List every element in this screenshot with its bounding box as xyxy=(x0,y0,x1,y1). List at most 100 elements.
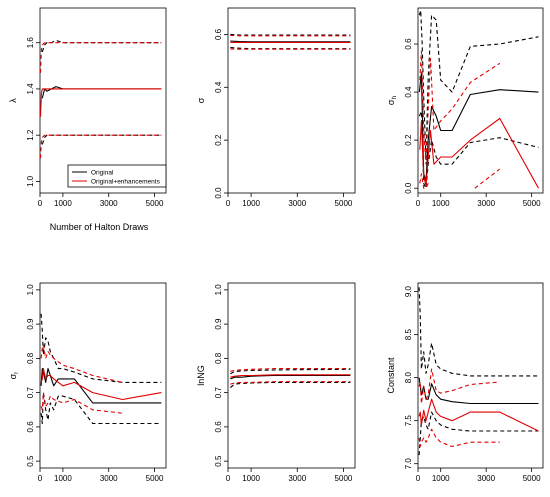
chart-panel-6: 0 1000 3000 5000 7.0 7.5 8.0 8.5 9.0 Constant xyxy=(386,282,544,483)
y-tick-label: 7.0 xyxy=(404,458,413,470)
y-tick-label: 9.0 xyxy=(404,285,413,297)
legend-label-original: Original xyxy=(91,170,114,177)
x-tick-label: 3000 xyxy=(477,199,495,208)
y-axis-title: lnNG xyxy=(196,365,206,386)
enhanced-estimate-line xyxy=(230,374,351,378)
y-tick-label: 0.6 xyxy=(26,421,35,433)
x-tick-label: 0 xyxy=(226,199,231,208)
x-tick-label: 1000 xyxy=(242,474,260,483)
y-tick-label: 8.5 xyxy=(404,329,413,341)
enhanced-estimate-line xyxy=(40,368,162,401)
y-tick-label: 0.7 xyxy=(214,387,223,399)
original-estimate-line xyxy=(230,374,351,380)
y-tick-label: 0.9 xyxy=(214,318,223,330)
chart-panel-5: 0 1000 3000 5000 0.5 0.6 0.7 0.8 0.9 1.0 lnNG xyxy=(196,282,356,483)
legend: Original Original+enhancements xyxy=(67,164,167,188)
y-tick-label: 0.7 xyxy=(26,387,35,399)
original-estimate-line xyxy=(230,40,351,43)
y-tick-label: 0.2 xyxy=(404,134,413,146)
x-tick-label: 3000 xyxy=(288,199,306,208)
y-tick-label: 0.5 xyxy=(26,455,35,467)
y-tick-label: 0.2 xyxy=(214,134,223,146)
y-tick-label: 1.4 xyxy=(26,83,35,95)
original-lower-line xyxy=(40,392,162,425)
enhanced-estimate-line xyxy=(39,88,162,117)
y-axis-title: Constant xyxy=(386,357,396,394)
x-tick-label: 3000 xyxy=(477,474,495,483)
enhanced-lower-line xyxy=(419,173,431,189)
original-estimate-line xyxy=(40,368,162,404)
plot-frame xyxy=(227,7,356,194)
enhanced-lower-line xyxy=(40,392,123,414)
plot-frame xyxy=(39,7,167,194)
y-tick-label: 0.4 xyxy=(404,86,413,98)
y-tick-label: 0.4 xyxy=(214,81,223,93)
plot-frame xyxy=(417,282,544,469)
y-tick-label: 0.6 xyxy=(214,421,223,433)
x-tick-label: 1000 xyxy=(432,199,450,208)
y-tick-label: 1.0 xyxy=(214,284,223,296)
x-tick-label: 5000 xyxy=(335,199,353,208)
original-upper-line xyxy=(230,368,351,375)
x-tick-label: 5000 xyxy=(523,474,541,483)
y-axis-title: σ xyxy=(196,97,206,103)
x-tick-label: 5000 xyxy=(335,474,353,483)
y-tick-label: 0.8 xyxy=(26,352,35,364)
x-tick-label: 5000 xyxy=(146,199,164,208)
x-tick-label: 5000 xyxy=(146,474,164,483)
y-tick-label: 0.8 xyxy=(214,352,223,364)
original-upper-line xyxy=(230,33,351,36)
y-tick-label: 0.6 xyxy=(214,28,223,40)
original-lower-line xyxy=(230,47,351,50)
y-tick-label: 0.9 xyxy=(26,318,35,330)
original-upper-line xyxy=(41,39,162,53)
x-tick-label: 5000 xyxy=(523,199,541,208)
plot-frame xyxy=(39,282,167,469)
x-tick-label: 0 xyxy=(416,474,421,483)
y-tick-label: 7.5 xyxy=(404,415,413,427)
original-estimate-line xyxy=(418,72,539,182)
original-upper-line xyxy=(40,313,162,383)
x-tick-label: 1000 xyxy=(54,199,72,208)
legend-label-enhanced: Original+enhancements xyxy=(91,179,161,186)
enhanced-upper-line xyxy=(230,368,351,372)
y-tick-label: 1.0 xyxy=(26,284,35,296)
y-tick-label: 1.6 xyxy=(26,37,35,49)
original-lower-line xyxy=(41,134,162,145)
original-upper-line xyxy=(418,9,539,160)
x-tick-label: 1000 xyxy=(54,474,72,483)
enhanced-upper-line xyxy=(419,50,501,165)
y-tick-label: 1.0 xyxy=(26,175,35,187)
y-tick-label: 8.0 xyxy=(404,372,413,384)
x-tick-label: 0 xyxy=(38,199,43,208)
enhanced-upper-line xyxy=(40,344,123,383)
original-estimate-line xyxy=(418,377,539,405)
enhanced-upper-line xyxy=(418,368,500,405)
plot-frame xyxy=(417,7,544,194)
enhanced-lower-line xyxy=(39,134,162,159)
x-tick-label: 3000 xyxy=(100,474,118,483)
enhanced-estimate-line xyxy=(419,117,539,189)
original-lower-line xyxy=(418,411,539,456)
chart-panel-3: 0 1000 3000 5000 0.0 0.2 0.4 0.6 σh xyxy=(386,7,544,208)
chart-panel-4: 0 1000 3000 5000 0.5 0.6 0.7 0.8 0.9 1.0 σr xyxy=(8,282,167,483)
legend-box xyxy=(67,164,167,188)
enhanced-upper-line xyxy=(39,42,162,73)
original-upper-line xyxy=(418,287,539,377)
y-tick-label: 0.6 xyxy=(404,38,413,50)
original-lower-line xyxy=(418,110,539,189)
x-tick-label: 0 xyxy=(226,474,231,483)
y-axis-title: σr xyxy=(8,371,20,380)
y-axis-title: σh xyxy=(386,96,398,106)
plot-frame xyxy=(227,282,356,469)
x-tick-label: 3000 xyxy=(288,474,306,483)
y-tick-label: 0.5 xyxy=(214,455,223,467)
x-axis-title: Number of Halton Draws xyxy=(50,222,149,232)
enhanced-lower-line xyxy=(230,381,351,385)
x-tick-label: 0 xyxy=(38,474,43,483)
original-lower-line xyxy=(229,381,351,388)
enhanced-lower-line xyxy=(474,168,501,189)
y-tick-label: 0.0 xyxy=(404,182,413,194)
